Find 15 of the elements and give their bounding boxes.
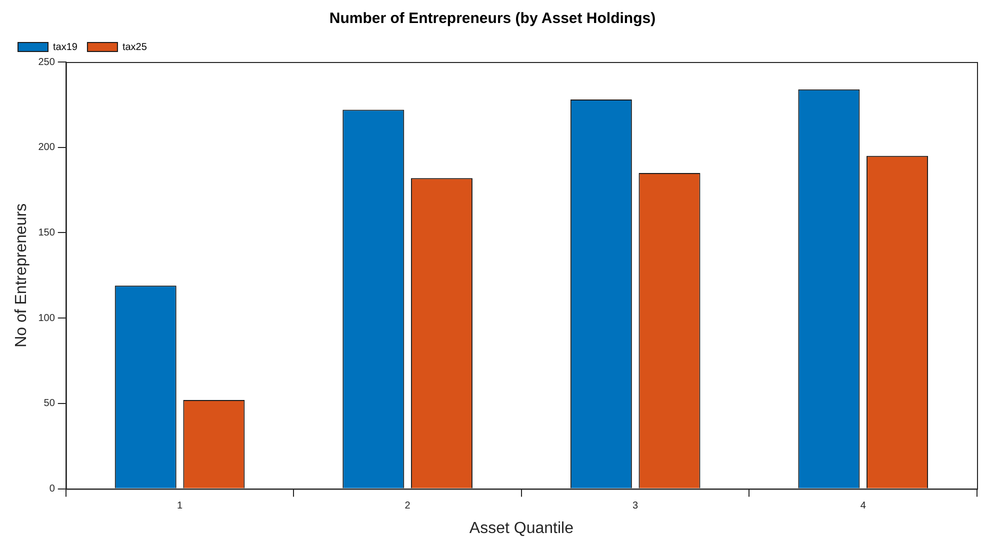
x-tick-label: 3 [632, 500, 639, 512]
y-tick-label: 0 [49, 484, 56, 495]
x-tick-label: 1 [176, 500, 183, 512]
x-axis-title: Asset Quantile [469, 520, 574, 537]
y-tick-label: 200 [38, 142, 56, 154]
x-tick-label: 4 [860, 500, 866, 512]
y-tick-label: 150 [38, 227, 56, 238]
y-tick-label: 50 [44, 398, 56, 410]
legend-label: tax19 [53, 42, 78, 53]
y-axis-title: No of Entrepreneurs [13, 203, 30, 348]
y-tick-label: 250 [38, 56, 56, 68]
chart-title: Number of Entrepreneurs (by Asset Holdings) [329, 10, 656, 28]
legend-label: tax25 [122, 42, 148, 53]
y-tick-label: 100 [38, 312, 56, 324]
x-tick-label: 2 [404, 500, 411, 512]
